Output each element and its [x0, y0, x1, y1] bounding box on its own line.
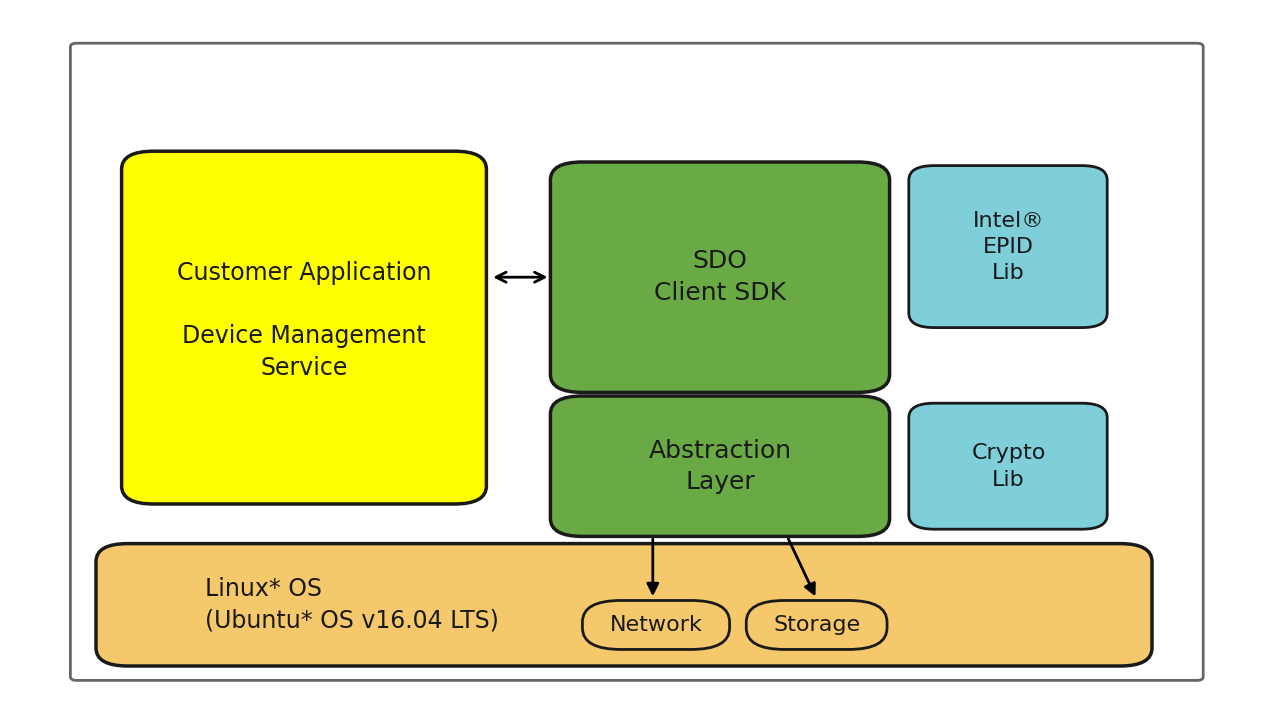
Text: Intel®
EPID
Lib: Intel® EPID Lib — [973, 210, 1044, 284]
FancyBboxPatch shape — [550, 162, 890, 392]
FancyBboxPatch shape — [70, 43, 1203, 680]
FancyBboxPatch shape — [582, 600, 730, 649]
Text: Customer Application

Device Management
Service: Customer Application Device Management S… — [177, 261, 431, 380]
Text: Network: Network — [609, 615, 703, 635]
FancyBboxPatch shape — [746, 600, 887, 649]
Text: Crypto
Lib: Crypto Lib — [972, 444, 1046, 490]
Text: Storage: Storage — [773, 615, 860, 635]
Text: Linux* OS
(Ubuntu* OS v16.04 LTS): Linux* OS (Ubuntu* OS v16.04 LTS) — [205, 577, 499, 633]
Text: SDO
Client SDK: SDO Client SDK — [654, 249, 786, 305]
FancyBboxPatch shape — [550, 396, 890, 536]
FancyBboxPatch shape — [96, 544, 1152, 666]
Text: Abstraction
Layer: Abstraction Layer — [649, 438, 791, 495]
FancyBboxPatch shape — [909, 166, 1107, 328]
FancyBboxPatch shape — [122, 151, 486, 504]
FancyBboxPatch shape — [909, 403, 1107, 529]
